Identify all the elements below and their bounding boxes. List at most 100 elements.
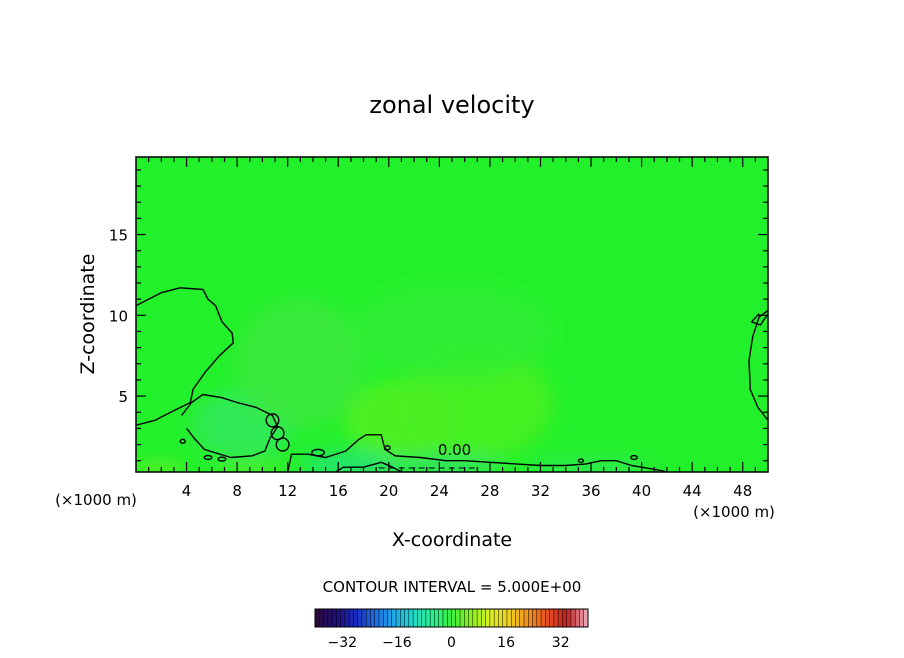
colorbar-segment xyxy=(349,609,354,627)
colorbar-segment xyxy=(370,609,376,627)
colorbar-segment xyxy=(391,609,397,627)
colorbar-segment xyxy=(400,609,406,627)
contour-right-edge xyxy=(748,309,768,421)
colorbar-segment xyxy=(485,609,491,627)
colorbar-tick-label: 16 xyxy=(497,635,515,651)
colorbar-segment xyxy=(378,609,384,627)
colorbar-segment xyxy=(421,609,427,627)
x-tick-label: 48 xyxy=(733,482,752,500)
colorbar-segment xyxy=(553,609,559,627)
colorbar-segment xyxy=(477,609,482,627)
colorbar: −32 −16 0 16 32 xyxy=(314,608,589,651)
colorbar-segment xyxy=(494,609,499,627)
x-tick-label: 40 xyxy=(632,482,651,500)
small-contour xyxy=(630,454,638,461)
colorbar-segment xyxy=(583,609,589,627)
small-contour xyxy=(217,456,227,462)
colorbar-segment xyxy=(566,609,572,627)
colorbar-segment xyxy=(396,609,401,627)
colorbar-segment xyxy=(442,609,448,627)
colorbar-segment xyxy=(575,609,580,627)
contour-lines xyxy=(136,287,768,472)
colorbar-segment xyxy=(528,609,534,627)
colorbar-segment xyxy=(434,609,440,627)
colorbar-segment xyxy=(332,609,337,627)
colorbar-segment xyxy=(515,609,521,627)
contour-upper-left xyxy=(136,287,234,426)
x-axis-label: X-coordinate xyxy=(392,529,512,551)
contour-interval-label: CONTOUR INTERVAL = 5.000E+00 xyxy=(323,578,582,596)
colorbar-segment xyxy=(498,609,504,627)
colorbar-segment xyxy=(387,609,393,627)
colorbar-segment xyxy=(451,609,457,627)
colorbar-segment xyxy=(562,609,568,627)
colorbar-segment xyxy=(511,609,516,627)
colorbar-segment xyxy=(327,609,333,627)
colorbar-segment xyxy=(361,609,367,627)
colorbar-segment xyxy=(524,609,529,627)
colorbar-segment xyxy=(340,609,346,627)
colorbar-segment xyxy=(489,609,495,627)
y-axis-label: Z-coordinate xyxy=(77,254,99,375)
contour-lower-band xyxy=(287,434,668,472)
colorbar-segment xyxy=(404,609,410,627)
colorbar-segment xyxy=(425,609,431,627)
x-tick-label: 44 xyxy=(683,482,702,500)
colorbar-segment xyxy=(545,609,551,627)
shading-patch xyxy=(350,283,554,380)
axis-ticks xyxy=(136,157,768,472)
colorbar-segment xyxy=(558,609,563,627)
x-tick-label: 36 xyxy=(581,482,600,500)
colorbar-segment xyxy=(549,609,555,627)
colorbar-segment xyxy=(413,609,418,627)
small-contour xyxy=(203,454,213,461)
x-tick-label: 28 xyxy=(480,482,499,500)
colorbar-segment xyxy=(319,609,325,627)
small-contour xyxy=(265,413,280,428)
y-tick-label: 15 xyxy=(109,227,128,245)
colorbar-segment xyxy=(383,609,389,627)
colorbar-tick-label: −16 xyxy=(382,635,412,651)
colorbar-segment xyxy=(481,609,487,627)
colorbar-segment xyxy=(460,609,465,627)
x-tick-label: 8 xyxy=(232,482,242,500)
colorbar-segment xyxy=(464,609,470,627)
small-contour xyxy=(179,438,186,444)
colorbar-segment xyxy=(447,609,452,627)
colorbar-tick-label: 0 xyxy=(447,635,456,651)
colorbar-segment xyxy=(579,609,585,627)
colorbar-segment xyxy=(506,609,512,627)
x-tick-label: 16 xyxy=(329,482,348,500)
colorbar-segment xyxy=(323,609,329,627)
x-tick-label: 32 xyxy=(531,482,550,500)
colorbar-segment xyxy=(472,609,478,627)
small-contour xyxy=(577,458,585,464)
x-unit-label-right: (×1000 m) xyxy=(693,503,775,521)
colorbar-segment xyxy=(374,609,380,627)
colorbar-segment xyxy=(438,609,444,627)
x-tick-label: 12 xyxy=(278,482,297,500)
colorbar-segment xyxy=(366,609,371,627)
colorbar-segment xyxy=(417,609,423,627)
colorbar-segment xyxy=(468,609,474,627)
colorbar-segment xyxy=(357,609,363,627)
colorbar-segment xyxy=(344,609,350,627)
x-unit-label-left: (×1000 m) xyxy=(55,491,137,509)
small-contour xyxy=(384,445,391,451)
colorbar-segment xyxy=(336,609,342,627)
small-contour xyxy=(275,437,290,452)
shading-patch xyxy=(237,299,364,429)
y-tick-label: 10 xyxy=(109,307,128,325)
colorbar-segment xyxy=(353,609,359,627)
colorbar-segment xyxy=(519,609,525,627)
colorbar-segment xyxy=(570,609,576,627)
contour-right-notch xyxy=(750,313,768,326)
x-tick-label: 4 xyxy=(182,482,192,500)
colorbar-segment xyxy=(541,609,546,627)
colorbar-segment xyxy=(536,609,542,627)
colorbar-segment xyxy=(532,609,538,627)
colorbar-segment xyxy=(408,609,414,627)
x-tick-label: 24 xyxy=(430,482,449,500)
